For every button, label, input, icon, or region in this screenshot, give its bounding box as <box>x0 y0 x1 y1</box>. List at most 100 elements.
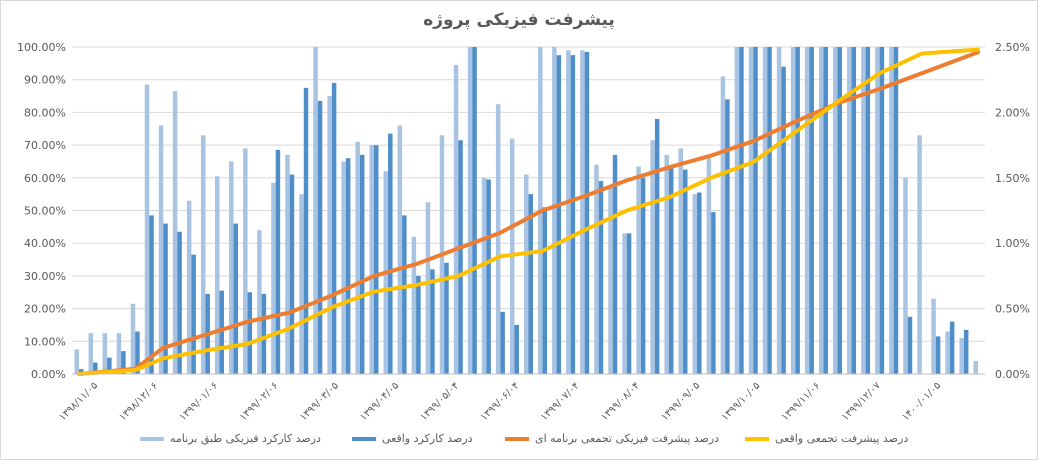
planned-work-bar <box>664 154 669 374</box>
y-right-tick-label: 1.00% <box>995 237 1030 250</box>
actual-work-bar <box>317 100 323 374</box>
planned-work-bar <box>594 164 599 374</box>
y-left-tick-label: 70.00% <box>24 139 66 152</box>
actual-work-bar <box>809 47 814 374</box>
planned-work-bar <box>804 47 810 374</box>
planned-work-bar <box>608 187 613 374</box>
actual-work-bar <box>486 179 491 374</box>
actual-work-bar <box>795 47 800 374</box>
y-left-tick-label: 100.00% <box>17 41 66 54</box>
chart-canvas: 0.00% 10.00% 20.00% 30.00% 40.00% 50.00% 60.00… <box>17 41 1030 423</box>
actual-work-bar <box>345 158 351 374</box>
actual-work-bar <box>275 150 281 374</box>
actual-work-bar <box>528 194 533 374</box>
actual-work-bar <box>177 231 182 374</box>
actual-work-bar <box>963 329 969 374</box>
y-left-tick-label: 20.00% <box>24 303 66 316</box>
planned-work-bar <box>271 182 276 374</box>
actual-work-bar <box>79 369 84 374</box>
planned-work-bar <box>748 47 754 374</box>
y-left-tick-label: 0.00% <box>31 368 66 381</box>
actual-work-bar <box>781 66 786 375</box>
planned-work-bar <box>467 47 473 374</box>
x-tick-label: ۱۳۹۹/۰۳/۰۵ <box>298 380 341 423</box>
chart-legend: درصد کارکرد فیزیکی طبق برنامه درصد کارکر… <box>0 432 1038 452</box>
x-tick-label: ۱۳۹۸/۱۲/۰۶ <box>117 380 160 423</box>
planned-work-bar <box>973 360 978 374</box>
planned-work-bar <box>88 333 94 374</box>
y-right-tick-label: 0.00% <box>995 368 1030 381</box>
planned-work-bar <box>847 47 852 374</box>
x-tick-label: ۱۳۹۹/۰۶/۰۴ <box>479 380 522 423</box>
planned-work-bar <box>818 47 824 374</box>
actual-cumulative-line <box>77 47 980 376</box>
planned-work-bar <box>636 166 641 374</box>
actual-work-bar <box>725 99 730 374</box>
planned-work-bar <box>552 47 557 374</box>
planned-work-bar <box>158 125 164 374</box>
legend-label-actual-cumulative: درصد پیشرفت تجمعی واقعی <box>775 432 909 445</box>
y-left-tick-label: 60.00% <box>24 172 66 185</box>
actual-work-bar <box>444 262 449 374</box>
planned-work-bar <box>833 47 838 374</box>
actual-work-bar <box>458 140 463 374</box>
planned-work-bar <box>397 125 403 374</box>
planned-work-bar <box>102 333 108 374</box>
actual-work-bar <box>289 174 295 374</box>
actual-work-bar <box>388 133 393 374</box>
planned-work-bar <box>790 47 796 374</box>
actual-work-bar <box>584 51 590 374</box>
legend-swatch-actual-bars <box>352 436 376 441</box>
legend-item-actual-cumulative: درصد پیشرفت تجمعی واقعی <box>745 432 908 445</box>
actual-work-bar <box>879 47 885 374</box>
planned-work-bar <box>861 47 866 374</box>
actual-work-bar <box>893 47 899 374</box>
planned-work-bar <box>776 47 782 374</box>
actual-work-bar <box>373 145 379 374</box>
actual-work-bar <box>865 47 871 374</box>
actual-work-bar <box>556 55 562 375</box>
actual-work-bar <box>626 233 632 374</box>
planned-work-bar <box>243 148 248 374</box>
actual-work-bar <box>93 362 98 374</box>
planned-work-bar <box>200 135 206 374</box>
planned-work-bar <box>959 338 964 374</box>
planned-work-bar <box>425 202 431 374</box>
actual-work-bar <box>949 321 955 374</box>
planned-work-bar <box>678 148 684 374</box>
actual-work-bar <box>570 55 576 375</box>
legend-item-actual-bars: درصد کارکرد واقعی <box>352 432 473 445</box>
planned-work-bar <box>313 47 318 374</box>
planned-work-bar <box>130 303 136 374</box>
planned-work-bar <box>327 96 332 375</box>
legend-swatch-planned-bars <box>140 436 164 441</box>
actual-work-bar <box>767 47 772 374</box>
y-right-tick-label: 2.50% <box>995 41 1030 54</box>
planned-work-bar <box>692 194 698 374</box>
legend-label-actual-bars: درصد کارکرد واقعی <box>382 432 473 445</box>
legend-swatch-planned-cumulative <box>505 436 529 441</box>
actual-work-bar <box>907 316 913 374</box>
actual-work-bar <box>247 292 253 374</box>
x-tick-label: ۱۳۹۹/۰۷/۰۴ <box>539 380 582 423</box>
planned-work-bar <box>186 200 192 374</box>
planned-work-bar <box>945 331 950 374</box>
actual-work-bar <box>149 215 154 374</box>
planned-work-bar <box>875 47 880 374</box>
planned-work-bar <box>622 233 627 374</box>
actual-work-bar <box>935 336 941 374</box>
legend-label-planned-cumulative: درصد پیشرفت فیزیکی تجمعی برنامه ای <box>535 432 720 445</box>
legend-swatch-actual-cumulative <box>745 436 769 441</box>
actual-work-bar <box>654 118 660 374</box>
planned-work-bar <box>524 174 529 374</box>
x-tick-label: ۱۳۹۹/۰۲/۰۶ <box>238 380 281 423</box>
actual-work-bar <box>135 331 140 374</box>
actual-work-bar <box>542 207 548 374</box>
actual-work-bar <box>837 47 843 374</box>
y-left-tick-label: 50.00% <box>24 205 66 218</box>
y-left-tick-label: 30.00% <box>24 270 66 283</box>
actual-work-bar <box>739 47 744 374</box>
planned-work-bar <box>903 177 908 374</box>
planned-work-bar <box>369 145 374 374</box>
y-left-tick-label: 10.00% <box>24 335 66 348</box>
